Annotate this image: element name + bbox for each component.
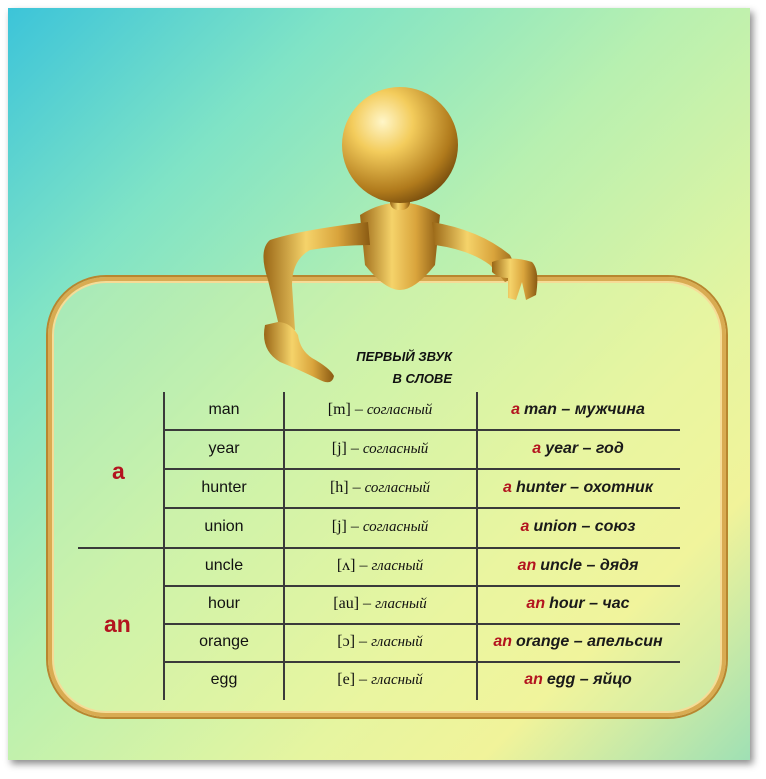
sound-symbol: [h] –	[329, 479, 365, 496]
word-cell: union	[204, 518, 244, 535]
word-cell: orange	[199, 633, 249, 650]
example-article: an	[524, 671, 543, 688]
sound-type: согласный	[362, 441, 429, 457]
sound-cell: [j] – согласный	[285, 440, 475, 458]
example-cell: an hour – час	[478, 595, 678, 613]
sign-board	[48, 277, 726, 717]
example-text: union – союз	[533, 518, 636, 535]
grid-horizontal-line	[165, 507, 680, 509]
example-cell: an orange – апельсин	[478, 633, 678, 651]
sound-symbol: [e] –	[337, 671, 372, 688]
sound-cell: [j] – согласный	[285, 518, 475, 536]
example-cell: a hunter – охотник	[478, 479, 678, 497]
sound-cell: [ɔ] – гласный	[285, 633, 475, 651]
sound-symbol: [au] –	[333, 595, 376, 612]
sound-type: согласный	[362, 519, 429, 535]
word-cell: man	[208, 401, 240, 418]
sound-type: гласный	[371, 672, 423, 688]
word-cell: uncle	[204, 557, 244, 574]
sound-cell: [ʌ] – гласный	[285, 557, 475, 575]
example-article: an	[526, 595, 546, 612]
grid-horizontal-line	[165, 468, 680, 470]
sound-cell: [au] – гласный	[285, 595, 475, 613]
article-a-label: a	[112, 458, 125, 484]
heading-line-1: ПЕРВЫЙ ЗВУК	[356, 349, 452, 364]
grid-horizontal-line	[165, 585, 680, 587]
example-text: hour – час	[549, 595, 630, 612]
example-text: year – год	[545, 440, 624, 457]
sound-symbol: [m] –	[327, 401, 367, 418]
word-cell: year	[208, 440, 240, 457]
example-cell: a year – год	[478, 440, 678, 458]
grid-vertical-line	[476, 392, 478, 700]
sound-symbol: [ʌ] –	[336, 557, 372, 574]
example-text: egg – яйцо	[546, 671, 632, 688]
grid-horizontal-line	[165, 623, 680, 625]
example-cell: an egg – яйцо	[478, 671, 678, 689]
example-article: a	[532, 440, 542, 457]
example-text: hunter – охотник	[515, 479, 653, 496]
example-text: man – мужчина	[524, 401, 645, 418]
example-article: a	[520, 518, 530, 535]
sound-type: гласный	[371, 558, 424, 574]
sound-type: гласный	[371, 634, 423, 650]
example-cell: an uncle – дядя	[478, 557, 678, 575]
grid-horizontal-line	[165, 429, 680, 431]
sound-cell: [e] – гласный	[285, 671, 475, 689]
sound-symbol: [j] –	[331, 440, 363, 457]
sound-type: гласный	[375, 596, 427, 612]
example-article: an	[517, 557, 537, 574]
grid-horizontal-line	[165, 661, 680, 663]
golden-figure-illustration	[263, 87, 538, 383]
example-cell: a union – союз	[478, 518, 678, 536]
sound-type: согласный	[366, 402, 433, 418]
heading-line-2: В СЛОВЕ	[392, 371, 453, 386]
sound-type: согласный	[364, 480, 431, 496]
example-article: an	[493, 633, 512, 650]
example-cell: a man – мужчина	[478, 401, 678, 419]
sound-symbol: [j] –	[331, 518, 363, 535]
article-an-label: an	[104, 611, 131, 637]
sound-cell: [m] – согласный	[285, 401, 475, 419]
example-article: a	[503, 479, 512, 496]
grid-section-divider	[78, 547, 680, 549]
example-article: a	[511, 401, 521, 418]
grid-vertical-line	[283, 392, 285, 700]
word-cell: egg	[210, 671, 238, 688]
table-heading: ПЕРВЫЙ ЗВУК В СЛОВЕ	[352, 346, 452, 390]
word-cell: hunter	[201, 479, 247, 496]
sound-cell: [h] – согласный	[285, 479, 475, 497]
grid-vertical-line	[163, 392, 165, 700]
example-text: uncle – дядя	[540, 557, 639, 574]
word-cell: hour	[207, 595, 241, 612]
example-text: orange – апельсин	[515, 633, 663, 650]
sound-symbol: [ɔ] –	[337, 633, 372, 650]
